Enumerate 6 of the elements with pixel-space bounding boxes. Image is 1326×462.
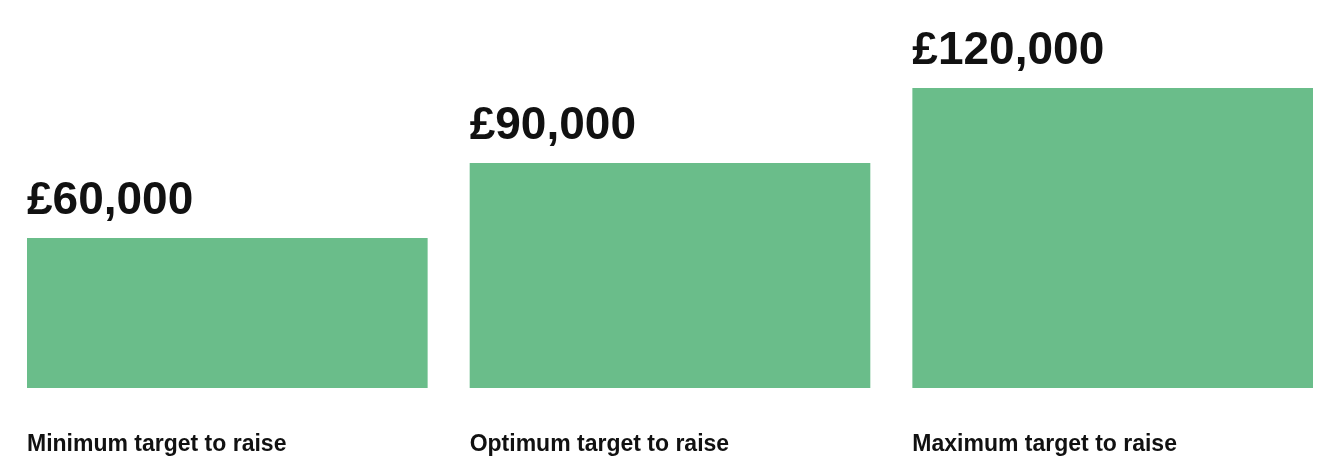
x-tick-label: Minimum target to raise	[27, 429, 287, 456]
x-tick-label: Optimum target to raise	[469, 429, 730, 456]
x-tick-label: Maximum target to raise	[912, 429, 1177, 456]
data-label: £120,000	[912, 22, 1105, 74]
data-label: £90,000	[469, 97, 636, 149]
data-label: £60,000	[27, 172, 194, 224]
